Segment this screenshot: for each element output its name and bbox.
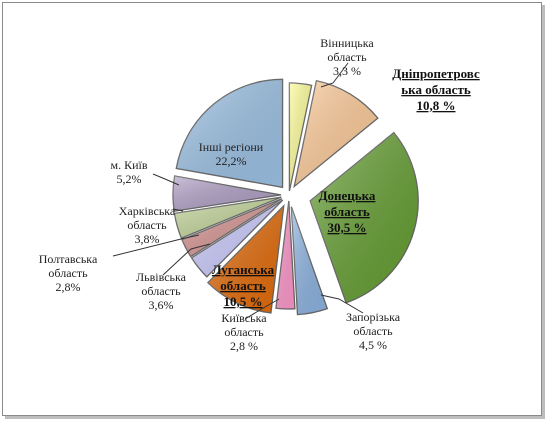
slice-label-line: область	[127, 218, 167, 232]
slice-label-line: 3,3 %	[333, 64, 361, 78]
leader-line	[320, 294, 364, 314]
pie-slice-shading	[289, 83, 312, 192]
pie-slice-shading	[294, 80, 378, 187]
slice-label-line: область	[224, 325, 264, 339]
slice-label-line: 22,2%	[216, 154, 247, 168]
slice-label-line: 3,6%	[149, 298, 174, 312]
slice-label: Вінницька область 3,3 %	[320, 36, 374, 78]
labels-layer: Вінницька область 3,3 % Дніпропетровс ька об…	[39, 36, 480, 353]
slice-label-line: ька область	[401, 82, 471, 97]
slice-label: Запорізька область 4,5 %	[346, 310, 401, 352]
slice-label-line: 5,2%	[117, 172, 142, 186]
pie-chart: Вінницька область 3,3 % Дніпропетровс ька об…	[39, 36, 480, 353]
pie-slice-shading	[174, 197, 282, 239]
pie-slice-shading	[181, 198, 282, 257]
pie-slice-shading	[207, 205, 284, 314]
slice-label-line: область	[220, 278, 266, 293]
pie-slice-shading	[291, 206, 328, 315]
slice-label-line: Дніпропетровс	[392, 66, 480, 81]
slice-label-line: область	[327, 50, 367, 64]
leader-line	[162, 243, 211, 276]
slice-label: м. Київ 5,2%	[110, 158, 147, 186]
slice-label-line: Харківська	[119, 204, 176, 218]
pie-slice-shading	[310, 132, 419, 303]
slice-label: Дніпропетровс ька область 10,8 %	[392, 66, 480, 113]
slice-label-line: область	[141, 284, 181, 298]
slice-label-line: Вінницька	[320, 36, 374, 50]
slice-label-line: Донецька	[319, 188, 376, 203]
slice-label-line: 30,5 %	[328, 220, 367, 235]
leaders-layer	[112, 62, 364, 320]
pie-slice-shading	[176, 79, 283, 188]
slice-label-line: м. Київ	[110, 158, 147, 172]
slices-layer	[172, 78, 419, 316]
leader-line	[112, 234, 200, 257]
slice-label-line: 4,5 %	[359, 338, 387, 352]
slice-label-line: Львівська	[136, 270, 187, 284]
slice-label-line: область	[324, 204, 370, 219]
slice-label: Харківська область 3,8%	[119, 204, 176, 246]
slice-label: Донецька область 30,5 %	[319, 188, 376, 235]
leader-line	[152, 173, 180, 186]
leader-line	[172, 208, 184, 212]
slice-label-line: Київська	[221, 311, 267, 325]
slice-label-line: 10,5 %	[224, 294, 263, 309]
pie-slice-shading	[173, 175, 282, 212]
slice-label-line: область	[353, 324, 393, 338]
slice-label: Полтавська область 2,8%	[39, 252, 98, 294]
leader-line	[244, 298, 280, 320]
pie-slice-shading	[191, 200, 283, 277]
slice-label-line: Запорізька	[346, 310, 401, 324]
leader-line	[320, 62, 349, 88]
pie-slice-shading	[275, 200, 295, 309]
slice-label-line: Інші регіони	[199, 140, 264, 154]
slice-label-line: 2,8%	[56, 280, 81, 294]
slice-label: Інші регіони 22,2%	[199, 140, 264, 168]
chart-frame: Вінницька область 3,3 % Дніпропетровс ька об…	[2, 2, 542, 416]
slice-label: Київська область 2,8 %	[221, 311, 267, 353]
slice-label: Луганська область 10,5 %	[212, 262, 275, 309]
slice-label-line: Полтавська	[39, 252, 98, 266]
slice-label-line: 2,8 %	[230, 339, 258, 353]
slice-label: Львівська область 3,6%	[136, 270, 187, 312]
slice-label-line: Луганська	[212, 262, 275, 277]
slice-label-line: 3,8%	[135, 232, 160, 246]
slice-label-line: область	[48, 266, 88, 280]
slice-label-line: 10,8 %	[417, 98, 456, 113]
